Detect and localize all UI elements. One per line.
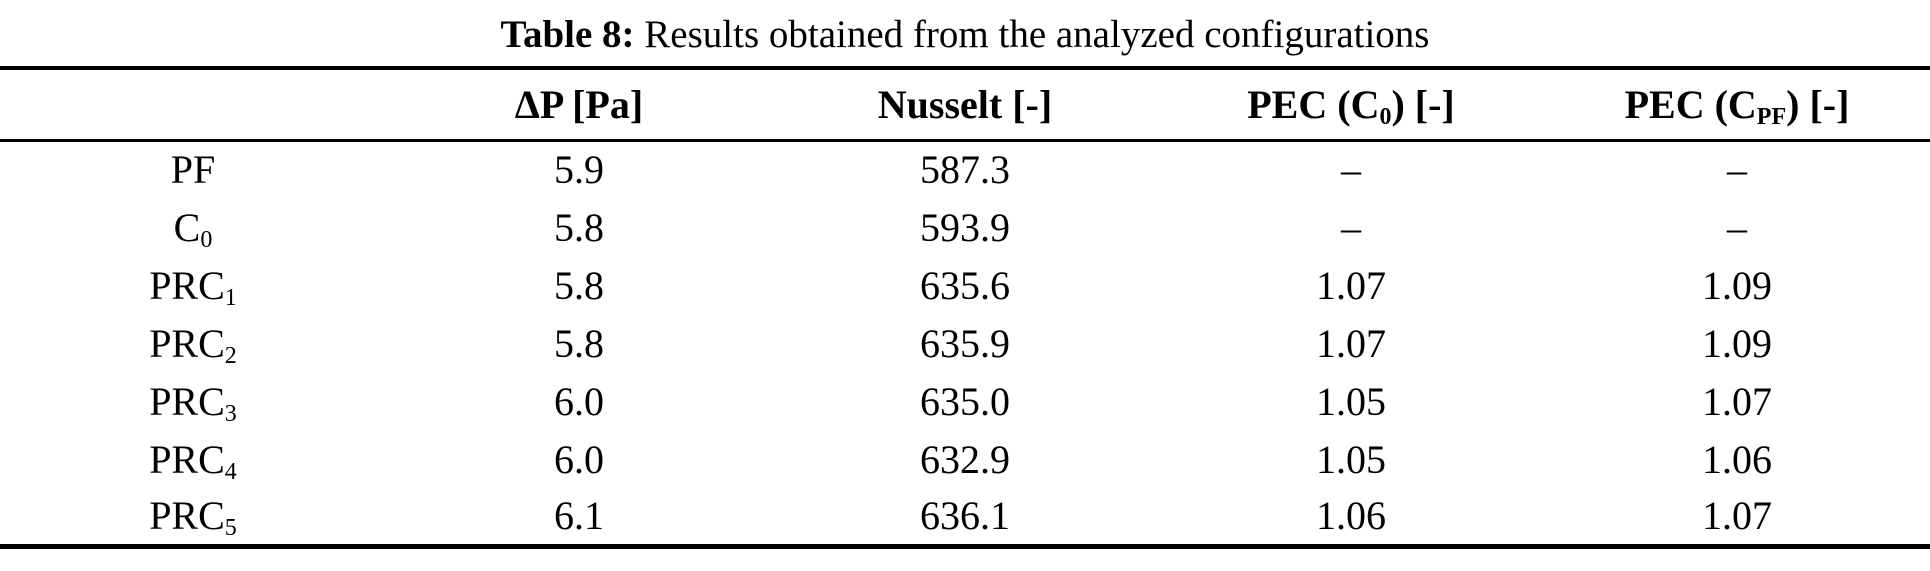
table-cell: 635.0 — [920, 378, 1010, 424]
column-header: Nusselt [-] — [877, 81, 1053, 127]
table-cell: 593.9 — [920, 204, 1010, 250]
table-cell: 6.1 — [554, 493, 604, 539]
table-cell: 5.8 — [554, 262, 604, 308]
subscript: 5 — [224, 515, 237, 542]
table-cell: 587.3 — [920, 147, 1010, 193]
row-label: PRC3 — [149, 378, 237, 427]
table-cell: 1.06 — [1702, 436, 1772, 482]
results-table-header: ΔP [Pa] Nusselt [-] PEC (C0) [-] PEC (CPF) … — [0, 68, 1930, 140]
header-row: ΔP [Pa] Nusselt [-] PEC (C0) [-] PEC (CPF) … — [0, 68, 1930, 140]
subscript: 3 — [224, 400, 237, 427]
table-cell: 1.07 — [1702, 378, 1772, 424]
table-cell: 1.05 — [1316, 436, 1386, 482]
table-caption-text: Results obtained from the analyzed confi… — [634, 12, 1430, 56]
table-cell: 1.05 — [1316, 378, 1386, 424]
subscript: 0 — [1379, 103, 1392, 130]
subscript: 1 — [224, 284, 237, 311]
row-label: PRC2 — [149, 320, 237, 369]
table-cell: – — [1727, 147, 1747, 193]
subscript: PF — [1756, 103, 1787, 130]
table-cell: 1.09 — [1702, 320, 1772, 366]
row-label: PF — [170, 147, 216, 193]
table-row: PRC5 6.1 636.1 1.06 1.07 — [0, 488, 1930, 546]
table-cell: 635.6 — [920, 262, 1010, 308]
table-cell: 1.07 — [1316, 262, 1386, 308]
subscript: 0 — [200, 226, 213, 253]
column-header: PEC (C0) [-] — [1247, 81, 1455, 130]
column-header: PEC (CPF) [-] — [1624, 81, 1850, 130]
row-label: PRC1 — [149, 262, 237, 311]
table-cell: – — [1341, 147, 1361, 193]
table-cell: 6.0 — [554, 436, 604, 482]
table-row: PRC3 6.0 635.0 1.05 1.07 — [0, 372, 1930, 430]
table-cell: – — [1727, 204, 1747, 250]
row-label: PRC5 — [149, 493, 237, 542]
table-cell: 636.1 — [920, 493, 1010, 539]
table-cell: 5.9 — [554, 147, 604, 193]
table-row: PRC1 5.8 635.6 1.07 1.09 — [0, 256, 1930, 314]
row-label: PRC4 — [149, 436, 237, 485]
table-cell: 5.8 — [554, 320, 604, 366]
results-table: ΔP [Pa] Nusselt [-] PEC (C0) [-] PEC (CPF) … — [0, 66, 1930, 549]
column-header-empty — [0, 68, 386, 140]
table-caption-label: Table 8: — [500, 12, 635, 56]
table-row: PRC4 6.0 632.9 1.05 1.06 — [0, 430, 1930, 488]
subscript: 4 — [224, 458, 237, 485]
row-label: C0 — [173, 204, 213, 253]
table-cell: – — [1341, 204, 1361, 250]
table-cell: 1.06 — [1316, 493, 1386, 539]
subscript: 2 — [224, 342, 237, 369]
table-cell: 1.07 — [1316, 320, 1386, 366]
table-cell: 1.07 — [1702, 493, 1772, 539]
table-row: C0 5.8 593.9 – – — [0, 198, 1930, 256]
column-header: ΔP [Pa] — [514, 81, 644, 127]
table-caption: Table 8: Results obtained from the analy… — [0, 0, 1930, 66]
table-cell: 6.0 — [554, 378, 604, 424]
table-row: PRC2 5.8 635.9 1.07 1.09 — [0, 314, 1930, 372]
table-cell: 5.8 — [554, 204, 604, 250]
table-cell: 635.9 — [920, 320, 1010, 366]
results-table-body: PF 5.9 587.3 – – C0 5.8 593.9 – – PRC1 5.8 635.6 1.07… — [0, 140, 1930, 546]
table-cell: 1.09 — [1702, 262, 1772, 308]
table-row: PF 5.9 587.3 – – — [0, 140, 1930, 198]
table-cell: 632.9 — [920, 436, 1010, 482]
